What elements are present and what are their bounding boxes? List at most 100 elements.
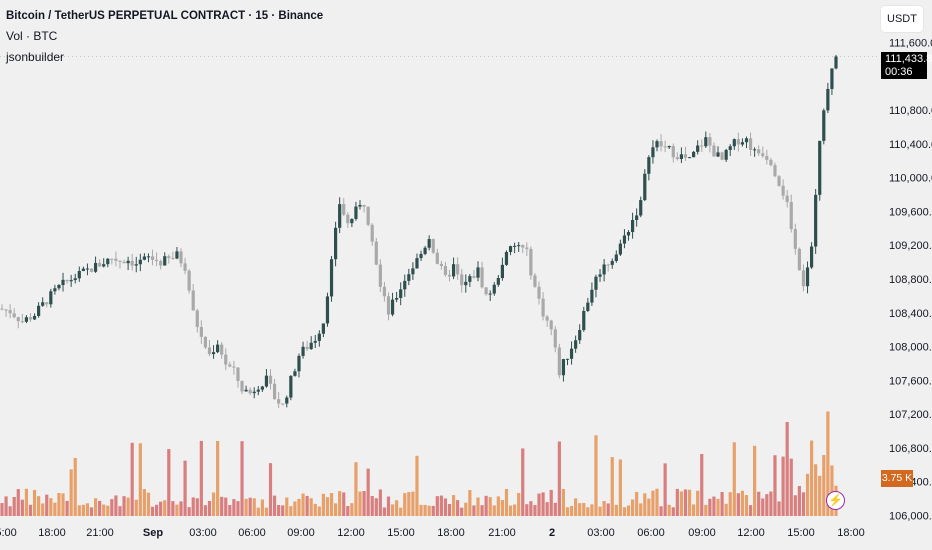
x-tick-label: 18:00 bbox=[437, 527, 465, 539]
volume-bar bbox=[753, 445, 757, 516]
volume-bar bbox=[529, 501, 533, 516]
volume-bar bbox=[313, 503, 317, 516]
volume-bar bbox=[118, 506, 122, 516]
candle-body bbox=[569, 348, 574, 359]
candle-body bbox=[354, 206, 358, 219]
volume-bar bbox=[525, 504, 529, 516]
candle-body bbox=[260, 386, 264, 390]
volume-bar bbox=[24, 488, 29, 516]
y-tick-label: 107,600.0 bbox=[889, 375, 932, 387]
candle-body bbox=[171, 257, 175, 259]
candle-body bbox=[106, 258, 110, 265]
volume-bar bbox=[329, 493, 334, 516]
x-tick-label: 15:00 bbox=[387, 527, 415, 539]
volume-bar bbox=[549, 489, 553, 516]
candle-body bbox=[163, 256, 167, 266]
volume-bar bbox=[195, 498, 199, 516]
volume-bar bbox=[435, 496, 439, 516]
candle-body bbox=[565, 358, 570, 360]
candle-body bbox=[582, 310, 586, 331]
volume-bar bbox=[696, 490, 700, 516]
candle-body bbox=[61, 279, 65, 285]
volume-bar bbox=[293, 501, 297, 516]
volume-bar bbox=[500, 499, 504, 516]
volume-bar bbox=[419, 504, 423, 516]
y-tick-label: 108,000.0 bbox=[889, 342, 932, 354]
candle-body bbox=[553, 329, 557, 348]
volume-bar bbox=[325, 497, 330, 516]
candle-body bbox=[655, 141, 659, 148]
volume-bar bbox=[260, 499, 264, 516]
volume-bar bbox=[256, 507, 260, 516]
volume-bar bbox=[28, 504, 33, 516]
volume-bar bbox=[765, 494, 769, 516]
volume-bar bbox=[403, 493, 407, 516]
volume-bar bbox=[289, 506, 293, 516]
volume-bar bbox=[748, 505, 753, 516]
x-tick-label: 18:00 bbox=[38, 527, 66, 539]
y-tick-label: 106,000.0 bbox=[889, 511, 932, 523]
candle-body bbox=[435, 252, 439, 264]
volume-bar bbox=[443, 498, 448, 516]
candle-body bbox=[427, 239, 431, 248]
volume-bar bbox=[342, 492, 346, 516]
candle-body bbox=[159, 261, 163, 266]
candle-body bbox=[313, 340, 317, 343]
volume-bar bbox=[777, 501, 781, 516]
volume-bar bbox=[106, 505, 110, 516]
symbol-title[interactable]: Bitcoin / TetherUS PERPETUAL CONTRACT · … bbox=[6, 10, 324, 22]
volume-bar bbox=[683, 489, 688, 516]
candle-body bbox=[635, 215, 639, 220]
candle-body bbox=[789, 202, 793, 230]
volume-bar bbox=[712, 496, 716, 516]
volume-bar bbox=[110, 499, 114, 516]
volume-bar bbox=[203, 505, 208, 516]
candle-body bbox=[81, 268, 85, 272]
candle-body bbox=[321, 323, 325, 334]
candle-body bbox=[626, 231, 631, 236]
volume-bar bbox=[244, 498, 248, 516]
x-tick-label: 12:00 bbox=[337, 527, 365, 539]
volume-bar bbox=[809, 440, 814, 516]
volume-bar bbox=[541, 492, 545, 516]
volume-bar bbox=[89, 507, 94, 516]
volume-bar bbox=[578, 503, 582, 516]
volume-bar bbox=[476, 497, 480, 516]
x-tick-label: 06:00 bbox=[637, 527, 665, 539]
candle-body bbox=[366, 206, 370, 225]
candle-body bbox=[167, 256, 171, 258]
candle-body bbox=[578, 330, 582, 341]
candle-body bbox=[378, 264, 382, 287]
volume-bar bbox=[732, 442, 736, 516]
volume-legend[interactable]: Vol · BTC bbox=[6, 29, 58, 43]
candle-body bbox=[203, 336, 208, 348]
volume-bar bbox=[138, 443, 142, 516]
candle-body bbox=[557, 347, 561, 376]
lightning-icon[interactable]: ⚡ bbox=[826, 491, 845, 510]
x-tick-label: 09:00 bbox=[688, 527, 716, 539]
y-tick-label: 109,200.0 bbox=[889, 240, 932, 252]
volume-bar bbox=[122, 496, 126, 516]
volume-bar bbox=[488, 497, 492, 516]
candle-body bbox=[57, 284, 61, 289]
volume-bar bbox=[740, 490, 745, 516]
volume-bar bbox=[395, 500, 399, 516]
volume-bar bbox=[146, 492, 151, 516]
volume-bar bbox=[431, 505, 435, 516]
volume-bar bbox=[399, 507, 403, 516]
indicator-legend[interactable]: jsonbuilder bbox=[6, 50, 65, 64]
volume-bar bbox=[49, 498, 53, 516]
volume-bar bbox=[472, 505, 476, 516]
candle-body bbox=[525, 247, 529, 249]
volume-bar bbox=[346, 505, 350, 516]
volume-bar bbox=[61, 493, 65, 516]
candle-body bbox=[411, 268, 415, 275]
volume-bar bbox=[309, 498, 313, 516]
volume-value-tag: 3.75 K bbox=[881, 470, 913, 487]
x-tick-label: 03:00 bbox=[189, 527, 217, 539]
volume-bar bbox=[354, 462, 358, 516]
currency-button[interactable]: USDT bbox=[881, 6, 923, 32]
candle-body bbox=[618, 243, 622, 255]
